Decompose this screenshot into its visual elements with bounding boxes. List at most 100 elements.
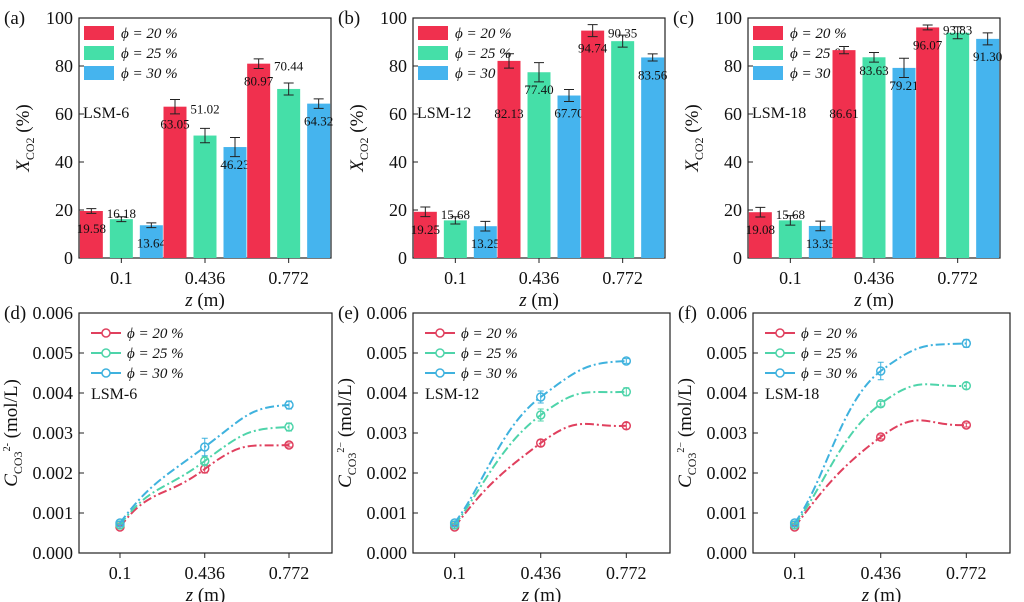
panel-label: (d) (4, 303, 26, 324)
y-tick-label: 80 (55, 56, 73, 76)
legend-label: ϕ = 20 % (127, 326, 184, 342)
y-tick-label: 0.004 (707, 383, 748, 403)
data-point (199, 442, 210, 452)
legend-label: ϕ = 25 % (121, 46, 178, 62)
legend-label: ϕ = 30 % (461, 366, 518, 382)
x-tick-label: 0.1 (110, 268, 133, 288)
y-axis-subscript: CO2 (23, 137, 37, 160)
data-point (115, 518, 125, 528)
bar (163, 106, 187, 259)
error-bar (564, 89, 574, 103)
legend-swatch (753, 46, 783, 60)
plot-frame (78, 312, 333, 554)
x-axis-unit: (m) (193, 585, 225, 602)
bar (223, 147, 247, 258)
error-bar (420, 206, 431, 218)
error-bar (952, 26, 963, 40)
error-bar (785, 215, 796, 226)
legend-marker (101, 368, 111, 378)
x-axis-var: z (861, 585, 870, 602)
y-axis-var: C (335, 475, 356, 488)
y-tick-label: 0 (398, 248, 407, 268)
error-bar (534, 62, 544, 83)
y-tick-label: 100 (46, 8, 73, 28)
data-point (875, 399, 886, 409)
y-axis-var: X (347, 159, 368, 173)
panel-a: 0 20 40 60 80 100 0.1 0.436 0.772 z (m) XCO2 (%) (a… (4, 8, 333, 311)
legend-swatch (84, 46, 114, 60)
y-tick-label: 40 (55, 152, 73, 172)
bar-data-label: 15.68 (776, 207, 805, 222)
legend-marker (775, 328, 785, 338)
y-axis-subscript: CO3 (345, 453, 359, 476)
bar-data-label: 13.35 (806, 236, 835, 251)
legend-swatch (418, 46, 448, 60)
legend-label: ϕ = 20 % (121, 26, 178, 42)
y-tick-label: 0.005 (707, 343, 748, 363)
data-point (621, 421, 632, 431)
y-tick-label: 60 (389, 104, 407, 124)
x-axis-var: z (185, 585, 194, 602)
bar (748, 212, 772, 258)
x-tick-label: 0.1 (779, 268, 802, 288)
error-bar (899, 57, 909, 78)
error-bar (170, 98, 180, 115)
bar-data-label: 77.40 (524, 82, 553, 97)
sample-label: LSM-12 (425, 386, 479, 403)
y-axis-label: CCO32− (mol/L) (675, 378, 699, 488)
data-point (284, 440, 294, 450)
series-line (793, 342, 967, 524)
error-bar (450, 216, 461, 225)
data-point (284, 422, 294, 432)
data-point (961, 420, 972, 430)
y-tick-label: 0 (733, 248, 742, 268)
sample-label: LSM-18 (752, 105, 806, 122)
legend-label: ϕ = 30 % (790, 66, 847, 82)
y-axis-subscript: CO3 (685, 453, 699, 476)
bar-data-label: 79.21 (889, 78, 918, 93)
bar-data-label: 13.64 (137, 235, 167, 250)
y-axis-unit: (%) (347, 104, 368, 137)
legend-swatch (84, 26, 114, 40)
legend-marker (435, 328, 445, 338)
bar-data-label: 19.08 (746, 222, 775, 237)
error-bar (877, 361, 884, 381)
bar (641, 57, 665, 259)
x-tick-label: 0.772 (602, 268, 643, 288)
y-tick-label: 0.004 (33, 383, 74, 403)
y-tick-label: 60 (724, 104, 742, 124)
sample-label: LSM-12 (417, 105, 471, 122)
x-tick-label: 0.1 (444, 268, 467, 288)
x-tick-label: 0.772 (269, 563, 310, 583)
y-tick-label: 100 (380, 8, 407, 28)
y-axis-superscript: 2- (2, 443, 13, 451)
legend-label: ϕ = 30 % (127, 366, 184, 382)
error-bar (617, 34, 628, 48)
legend-label: ϕ = 30 % (455, 66, 512, 82)
legend-marker (101, 348, 111, 358)
x-axis-var: z (521, 585, 530, 602)
bar (808, 225, 832, 258)
bar-data-label: 46.23 (220, 157, 249, 172)
bar (611, 41, 635, 258)
error-bar (504, 53, 514, 69)
error-bar (877, 400, 884, 407)
bar (193, 135, 217, 258)
bar (247, 63, 271, 259)
y-tick-label: 0.006 (367, 303, 408, 323)
bar-data-label: 83.56 (638, 67, 668, 82)
y-tick-label: 20 (55, 200, 73, 220)
y-tick-label: 0.001 (367, 503, 408, 523)
bar-data-label: 67.70 (554, 106, 583, 121)
data-point (284, 400, 294, 410)
y-axis-unit: (%) (682, 104, 703, 137)
legend-label: ϕ = 20 % (801, 326, 858, 342)
y-tick-label: 80 (389, 56, 407, 76)
bar (277, 88, 301, 258)
error-bar (230, 136, 240, 158)
bar-data-label: 51.02 (190, 102, 219, 117)
legend-label: ϕ = 25 % (127, 346, 184, 362)
error-bar (791, 520, 798, 526)
data-point (535, 438, 546, 448)
error-bar (480, 220, 491, 232)
